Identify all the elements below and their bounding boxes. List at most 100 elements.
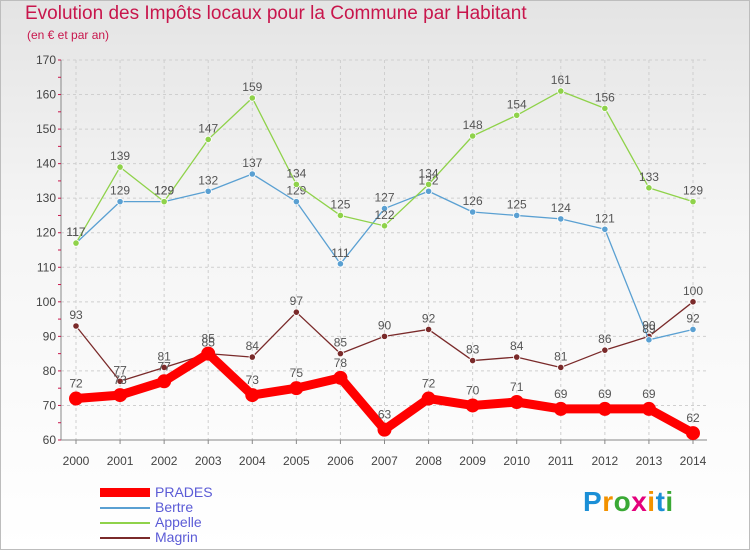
data-point-appelle xyxy=(424,180,433,188)
data-label-bertre: 121 xyxy=(595,211,615,225)
data-label-magrin: 84 xyxy=(246,339,260,353)
data-label-magrin: 83 xyxy=(466,343,480,357)
y-tick-label: 70 xyxy=(43,398,57,412)
data-point-prades xyxy=(686,426,700,441)
data-label-prades: 69 xyxy=(554,387,568,401)
data-point-appelle xyxy=(72,239,80,247)
data-point-appelle xyxy=(469,132,477,140)
data-point-appelle xyxy=(248,94,256,102)
data-point-appelle xyxy=(557,87,565,95)
data-point-prades xyxy=(553,401,568,416)
data-label-magrin: 92 xyxy=(422,311,436,325)
x-tick-label: 2012 xyxy=(592,454,619,468)
data-label-magrin: 85 xyxy=(202,336,216,350)
x-tick-label: 2001 xyxy=(107,454,134,468)
y-tick-label: 90 xyxy=(43,329,57,343)
data-point-magrin xyxy=(72,322,80,330)
data-point-bertre xyxy=(645,336,653,344)
data-label-appelle: 156 xyxy=(595,90,615,104)
y-tick-label: 170 xyxy=(36,53,56,67)
data-point-prades xyxy=(69,391,83,406)
data-point-magrin xyxy=(336,350,345,358)
data-point-bertre xyxy=(292,198,300,206)
data-point-bertre xyxy=(601,225,609,233)
data-point-bertre xyxy=(204,187,212,195)
data-label-prades: 71 xyxy=(510,380,524,394)
data-label-appelle: 129 xyxy=(154,184,174,198)
data-label-appelle: 148 xyxy=(463,118,483,132)
data-point-magrin xyxy=(248,353,256,361)
x-tick-label: 2011 xyxy=(548,454,574,468)
x-tick-label: 2009 xyxy=(459,454,486,468)
data-label-bertre: 127 xyxy=(374,191,394,205)
logo-letter: r xyxy=(602,486,614,517)
x-tick-label: 2003 xyxy=(195,454,222,468)
data-label-prades: 85 xyxy=(202,332,216,346)
data-point-magrin xyxy=(380,332,389,340)
data-point-appelle xyxy=(336,211,345,220)
x-tick-label: 2013 xyxy=(636,454,663,468)
legend-label: Magrin xyxy=(155,529,198,545)
data-label-prades: 69 xyxy=(598,387,612,401)
data-label-magrin: 97 xyxy=(290,294,304,308)
legend-label: PRADES xyxy=(155,484,213,500)
data-point-prades xyxy=(113,388,128,403)
data-label-prades: 70 xyxy=(466,383,480,397)
data-label-magrin: 77 xyxy=(113,363,127,377)
data-label-bertre: 137 xyxy=(242,156,262,170)
data-label-appelle: 125 xyxy=(330,197,350,211)
chart-subtitle: (en € et par an) xyxy=(27,28,110,42)
data-label-appelle: 161 xyxy=(551,73,571,87)
data-point-appelle xyxy=(645,184,653,192)
data-label-prades: 63 xyxy=(378,408,392,422)
data-point-appelle xyxy=(116,163,124,171)
data-label-appelle: 134 xyxy=(419,166,439,180)
data-point-prades xyxy=(333,370,348,385)
y-tick-label: 140 xyxy=(36,157,56,171)
logo-letter: o xyxy=(613,486,632,517)
data-point-prades xyxy=(641,401,656,416)
logo-letter: t xyxy=(655,486,666,517)
data-label-magrin: 90 xyxy=(378,318,392,332)
data-label-appelle: 117 xyxy=(66,225,85,239)
data-point-magrin xyxy=(424,325,433,334)
x-tick-label: 2002 xyxy=(151,454,178,468)
series-bertre: 117 129 129 132 137 129 111 127 132 126 125 124 121 8… xyxy=(66,156,700,344)
data-label-appelle: 122 xyxy=(374,208,394,222)
chart-title: Evolution des Impôts locaux pour la Comm… xyxy=(25,3,527,24)
data-label-appelle: 129 xyxy=(683,184,703,198)
y-tick-label: 150 xyxy=(36,122,56,136)
x-tick-label: 2004 xyxy=(239,454,266,468)
data-label-magrin: 93 xyxy=(69,308,83,322)
data-point-magrin xyxy=(292,308,300,316)
data-label-bertre: 124 xyxy=(551,201,571,215)
data-point-bertre xyxy=(513,211,521,220)
x-tick-label: 2000 xyxy=(63,454,90,468)
data-point-appelle xyxy=(380,222,389,230)
data-point-bertre xyxy=(689,325,697,334)
data-label-prades: 62 xyxy=(686,411,700,425)
data-label-prades: 73 xyxy=(113,373,127,387)
data-label-appelle: 134 xyxy=(286,166,306,180)
data-label-bertre: 111 xyxy=(331,246,350,260)
data-label-prades: 69 xyxy=(642,387,656,401)
legend-swatch xyxy=(100,522,150,524)
data-point-appelle xyxy=(513,111,521,119)
data-point-appelle xyxy=(601,104,609,112)
data-point-bertre xyxy=(469,208,477,216)
data-point-prades xyxy=(245,388,260,403)
data-point-prades xyxy=(289,381,304,396)
data-label-magrin: 85 xyxy=(334,336,348,350)
data-label-bertre: 129 xyxy=(110,184,130,198)
data-label-magrin: 90 xyxy=(642,318,656,332)
data-point-magrin xyxy=(160,363,168,372)
data-point-prades xyxy=(157,374,172,389)
x-tick-label: 2014 xyxy=(680,454,707,468)
data-point-magrin xyxy=(513,353,521,361)
data-label-magrin: 100 xyxy=(683,284,703,298)
series-appelle: 117 139 129 147 159 134 125 122 134 148 154 161 156 1… xyxy=(66,73,703,247)
legend-swatch xyxy=(100,507,150,509)
logo-letter: i xyxy=(647,486,656,517)
data-label-prades: 72 xyxy=(69,377,83,391)
